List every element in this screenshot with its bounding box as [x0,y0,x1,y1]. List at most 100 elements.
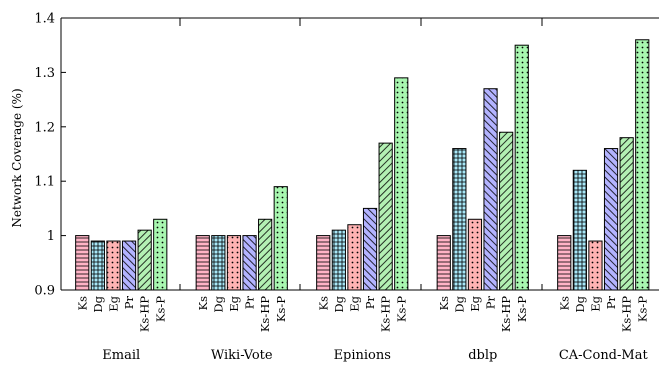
x-tick-label: Pr [243,296,257,310]
x-tick-label: Ks-P [274,296,288,322]
x-tick-label: Eg [347,295,361,311]
bar-pattern [137,229,152,291]
x-tick-label: Pr [363,296,377,310]
bar-pattern [483,88,498,291]
bar-pattern [258,218,273,291]
x-tick-label: Eg [468,295,482,311]
bar-pattern [347,224,362,291]
bar-pattern [514,44,529,291]
x-tick-label: Pr [484,296,498,310]
x-tick-label: Pr [604,296,618,310]
bar-pattern [153,218,168,291]
bar [452,148,467,291]
bar-pattern [603,148,619,291]
bar-pattern [378,142,393,291]
bar-pattern [394,77,409,291]
bar-pattern [226,235,242,291]
x-tick-label: Ks [557,296,571,311]
bar [378,142,393,291]
bar-pattern [635,39,650,291]
bar-pattern [90,240,105,291]
bar [75,235,90,291]
bar [467,218,483,291]
bar [226,235,242,291]
bar-pattern [362,207,378,291]
bar [90,240,105,291]
bar-pattern [242,235,257,291]
x-tick-label: Eg [588,295,602,311]
bar [137,229,152,291]
x-tick-label: Dg [91,295,105,312]
x-tick-label: Ks [196,296,210,311]
bar [619,137,634,291]
x-tick-label: Dg [452,295,466,312]
bar-pattern [316,235,331,291]
x-tick-label: Ks [316,296,330,311]
plot-area: 0.911.11.21.31.4Ks Dg Eg Pr Ks-HP Ks-PEmailKs… [34,12,659,363]
bar-pattern [588,240,603,291]
x-tick-label: Dg [332,295,346,312]
bar [572,169,587,291]
bar-pattern [195,235,210,291]
bar-pattern [452,148,467,291]
bar [603,148,619,291]
x-tick-label: Dg [573,295,587,312]
bar [436,235,451,291]
x-tick-label: Ks-P [515,296,529,322]
bar [106,240,121,291]
bar [588,240,603,291]
bar [273,186,288,291]
bar [347,224,362,291]
y-tick-label: 1 [47,229,55,244]
x-tick-label: Ks-P [394,296,408,322]
bar-pattern [75,235,90,291]
bar-pattern [121,240,137,291]
bar-pattern [106,240,121,291]
bar [331,229,346,291]
bar [195,235,210,291]
bar [499,131,514,291]
bar-pattern [467,218,483,291]
bar [557,235,572,291]
bar [258,218,273,291]
x-tick-label: Eg [106,295,120,311]
x-tick-label: Ks [437,296,451,311]
x-tick-label: Ks-HP [258,296,272,332]
bar-pattern [557,235,572,291]
y-tick-label: 0.9 [34,284,55,299]
bar-pattern [436,235,451,291]
x-tick-label: Pr [122,296,136,310]
bar-pattern [331,229,346,291]
y-tick-label: 1.1 [34,175,55,190]
y-tick-label: 1.2 [34,120,55,135]
bar [242,235,257,291]
x-tick-label: Ks-HP [138,296,152,332]
bar [394,77,409,291]
bar [483,88,498,291]
group-label: CA-Cond-Mat [559,348,649,363]
bar [121,240,137,291]
x-tick-label: Ks-HP [499,296,513,332]
bar [635,39,650,291]
group-label: Epinions [334,348,391,363]
bar-pattern [273,186,288,291]
x-tick-label: Eg [227,295,241,311]
x-tick-label: Ks-HP [620,296,634,332]
bar-pattern [572,169,587,291]
x-tick-label: Dg [211,295,225,312]
bar [316,235,331,291]
group-label: Wiki-Vote [211,348,273,363]
bar [211,235,226,291]
x-tick-label: Ks [75,296,89,311]
x-tick-label: Ks-P [153,296,167,322]
group-label: dblp [468,348,497,363]
y-axis-label: Network Coverage (%) [10,88,24,227]
bar [514,44,529,291]
bar [362,207,378,291]
bar-pattern [499,131,514,291]
x-tick-label: Ks-HP [379,296,393,332]
bar [153,218,168,291]
x-tick-label: Ks-P [635,296,649,322]
y-tick-label: 1.3 [34,66,55,81]
